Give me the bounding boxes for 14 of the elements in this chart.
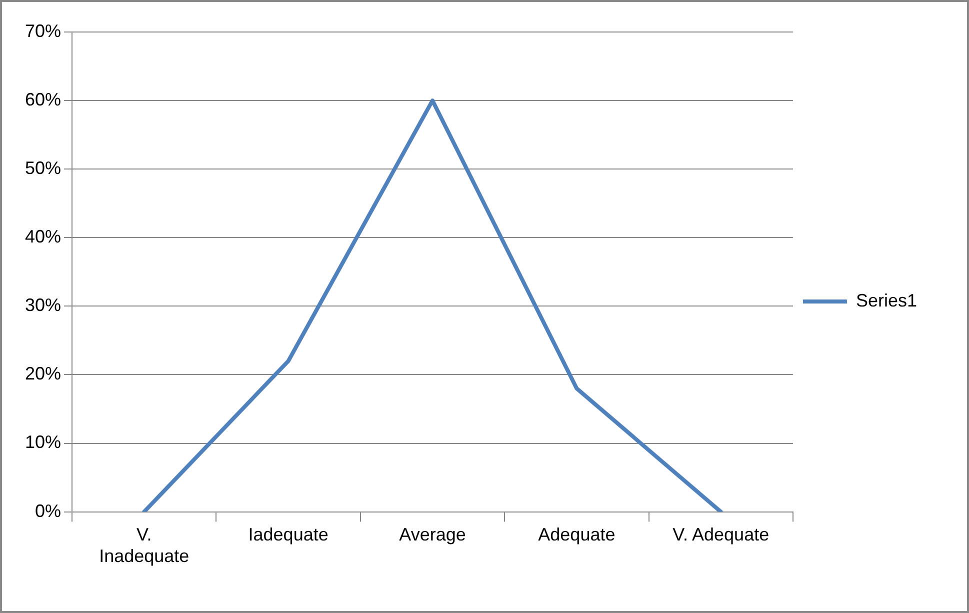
x-tick-label: Iadequate	[248, 524, 328, 545]
y-tick-label: 30%	[24, 295, 62, 316]
x-tick-label: Adequate	[538, 524, 616, 545]
legend-label: Series1	[856, 290, 917, 310]
y-tick-label: 50%	[24, 158, 62, 178]
y-tick-label: 10%	[24, 432, 62, 452]
y-tick-label: 20%	[24, 364, 62, 384]
y-tick-label: 60%	[24, 90, 62, 110]
x-tick-label: V. Inadequate	[99, 524, 190, 566]
y-tick-label: 70%	[24, 20, 62, 41]
y-tick-label: 40%	[24, 226, 62, 247]
x-tick-label: Average	[399, 524, 466, 545]
y-tick-label: 0%	[35, 500, 62, 521]
x-tick-label: V. Adequate	[672, 524, 770, 545]
